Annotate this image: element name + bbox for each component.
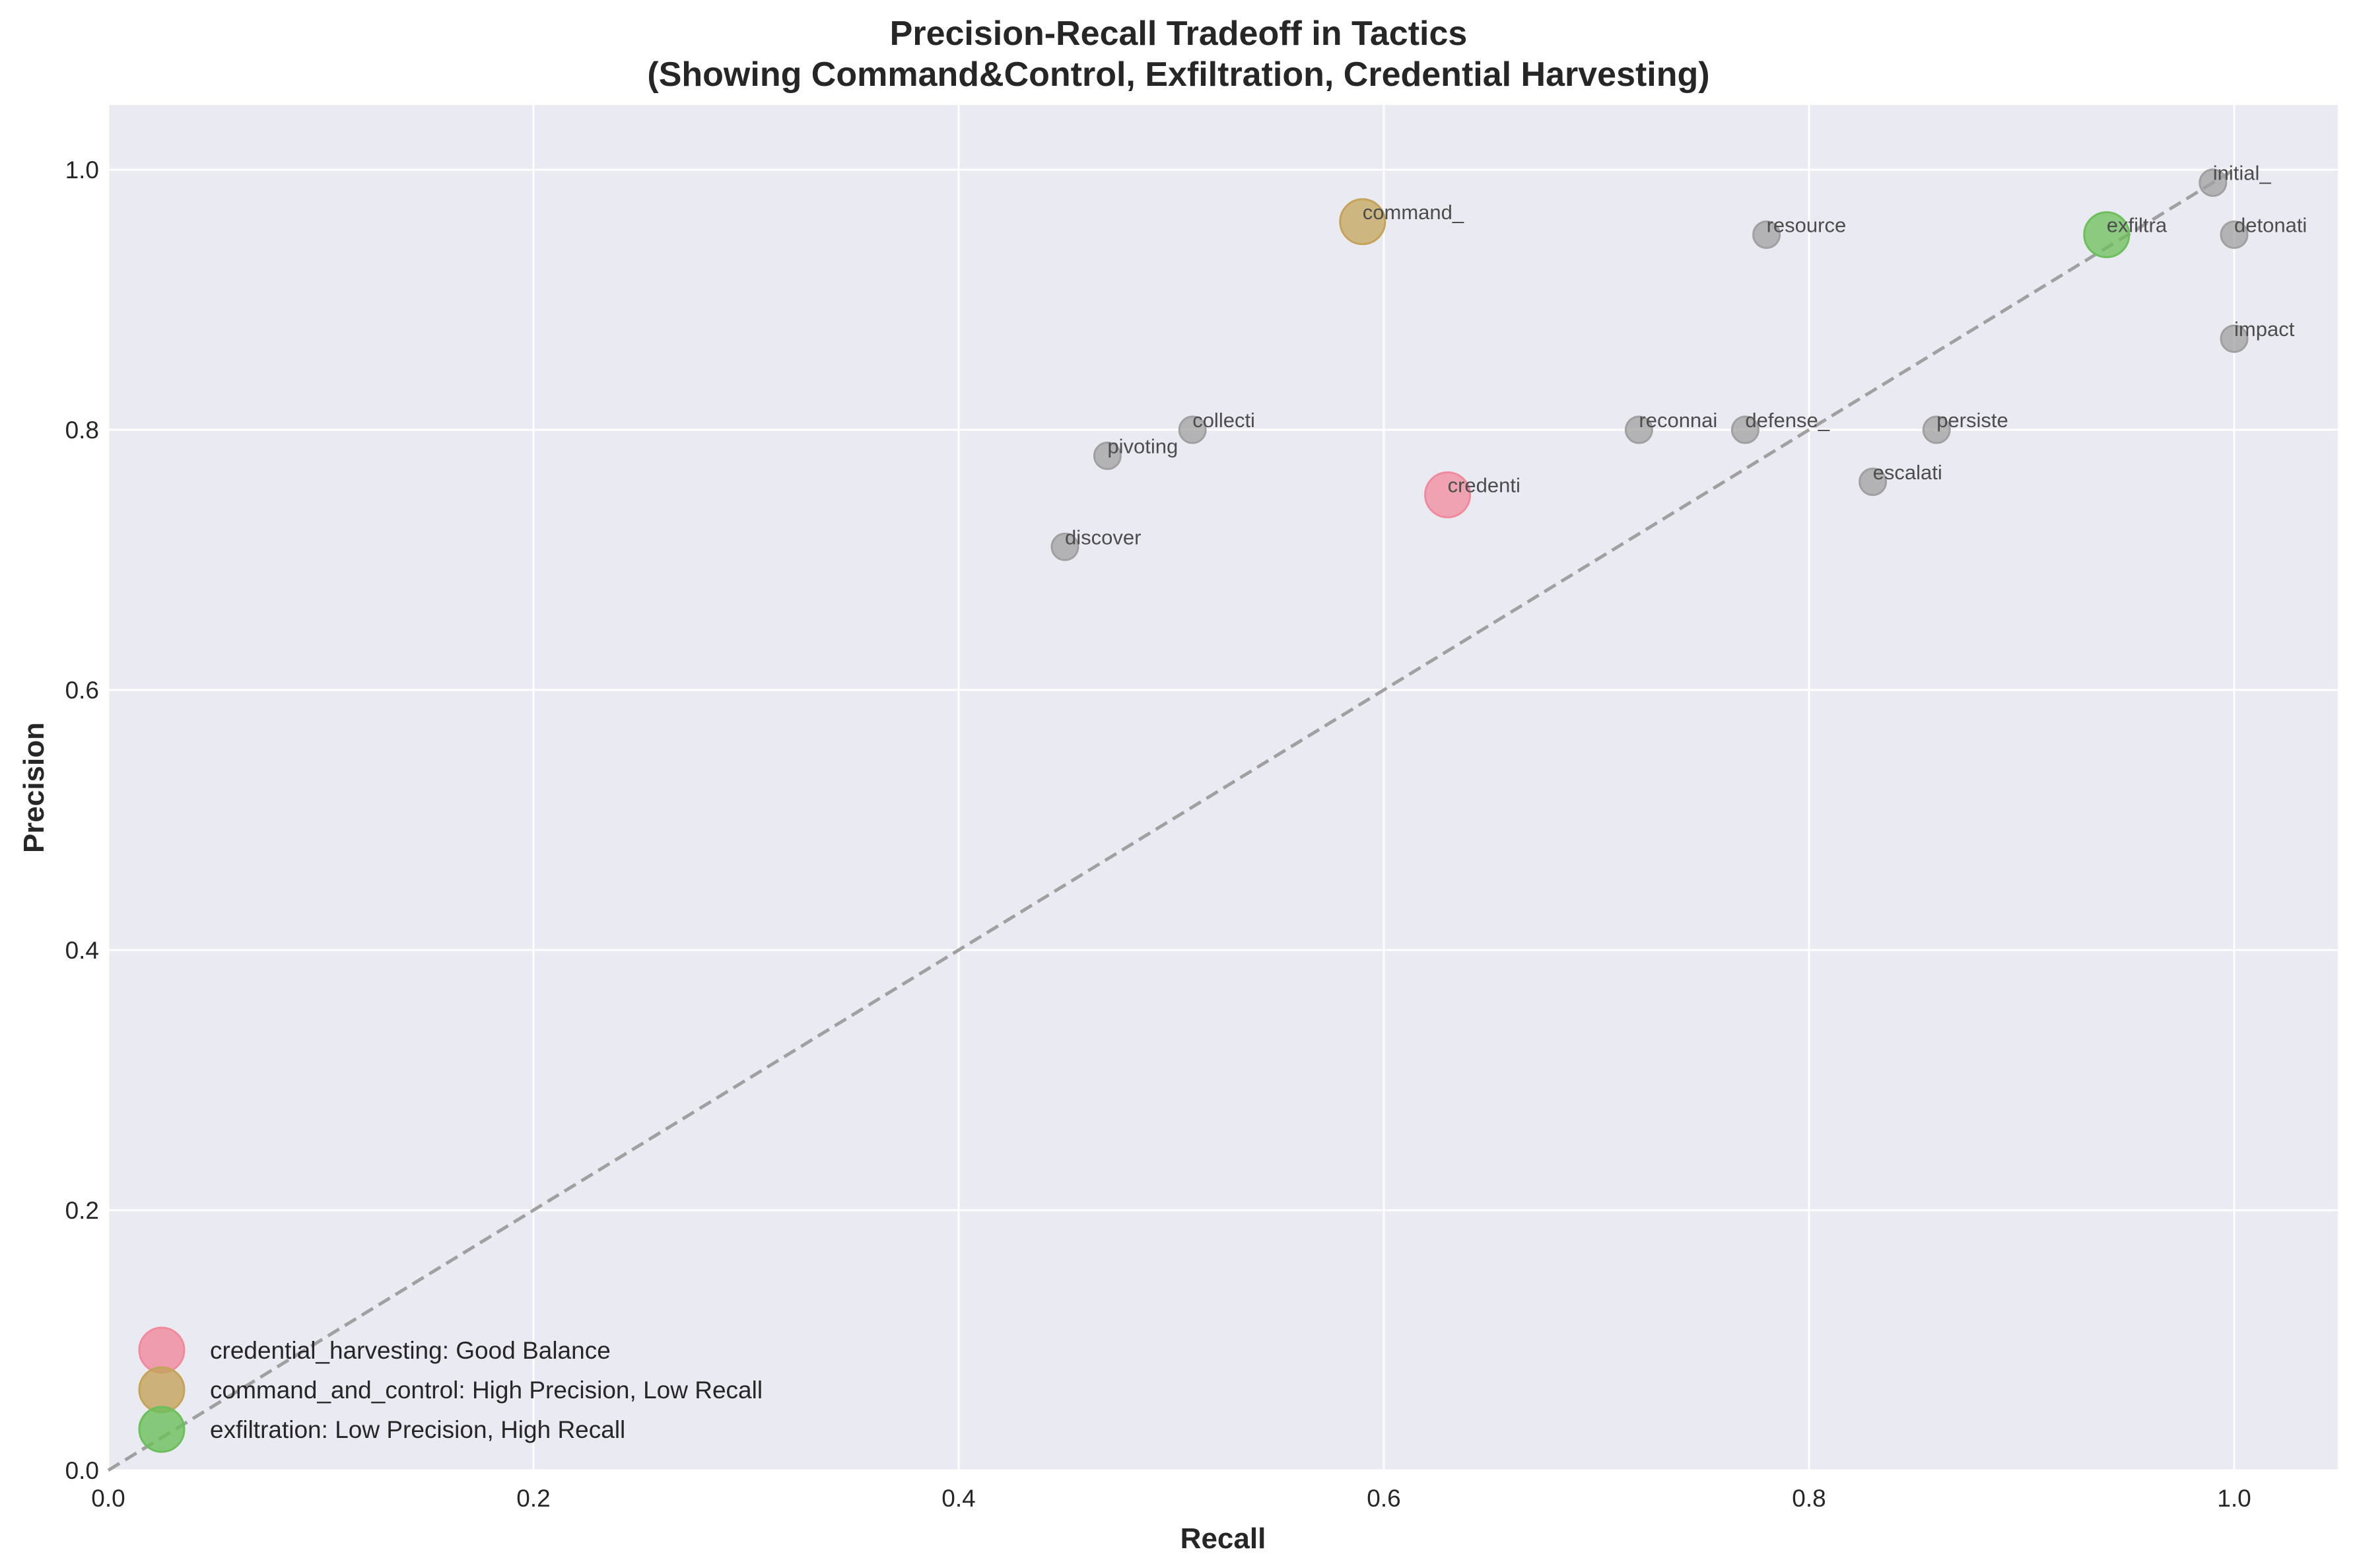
data-point: exfiltra: [2083, 211, 2168, 258]
data-point: escalati: [1859, 461, 1942, 496]
point-label: defense_: [1745, 409, 1829, 432]
x-axis-label: Recall: [1180, 1522, 1266, 1555]
point-marker: [1339, 198, 1386, 246]
data-point: collecti: [1178, 409, 1255, 444]
point-label: detonati: [2234, 214, 2307, 237]
x-tick-label: 0.6: [1367, 1485, 1400, 1512]
point-marker: [2199, 168, 2228, 197]
point-label: impact: [2234, 318, 2295, 341]
legend-item: exfiltration: Low Precision, High Recall: [138, 1406, 625, 1453]
legend-label: exfiltration: Low Precision, High Recall: [210, 1416, 625, 1443]
chart-subtitle: (Showing Command&Control, Exfiltration, …: [647, 55, 1710, 94]
grid-lines: [107, 105, 2338, 1472]
point-label: escalati: [1873, 461, 1942, 484]
y-axis-label: Precision: [18, 722, 50, 853]
plot-area: [108, 105, 2338, 1470]
x-axis-ticks: 0.0 0.2 0.4 0.6 0.8 1.0: [91, 1485, 2251, 1512]
legend-item: command_and_control: High Precision, Low…: [138, 1366, 763, 1414]
point-label: initial_: [2213, 162, 2272, 185]
point-marker: [1730, 415, 1759, 444]
point-marker: [1859, 467, 1888, 496]
data-point: defense_: [1730, 409, 1830, 444]
data-point: detonati: [2220, 214, 2307, 249]
point-label: pivoting: [1107, 434, 1178, 458]
point-marker: [2083, 211, 2131, 258]
y-tick-label: 0.4: [65, 937, 99, 964]
y-tick-label: 0.8: [65, 417, 99, 444]
x-tick-label: 0.4: [941, 1485, 975, 1512]
point-label: persiste: [1936, 409, 2008, 432]
data-point: impact: [2220, 318, 2295, 353]
y-tick-label: 0.6: [65, 677, 99, 704]
chart-title-main: Precision-Recall Tradeoff in Tactics: [889, 15, 1468, 53]
data-point: initial_: [2199, 162, 2272, 197]
y-tick-label: 0.2: [65, 1197, 99, 1224]
x-tick-label: 1.0: [2217, 1485, 2251, 1512]
point-marker: [1178, 415, 1207, 444]
point-label: collecti: [1192, 409, 1255, 432]
point-marker: [2220, 221, 2249, 249]
x-tick-label: 0.0: [91, 1485, 125, 1512]
data-point: discover: [1050, 526, 1141, 561]
point-marker: [1922, 415, 1951, 444]
point-label: exfiltra: [2107, 214, 2168, 237]
legend-label: command_and_control: High Precision, Low…: [210, 1377, 763, 1404]
x-tick-label: 0.8: [1792, 1485, 1826, 1512]
y-axis-ticks: 0.0 0.2 0.4 0.6 0.8 1.0: [65, 156, 99, 1484]
data-point: command_: [1339, 198, 1464, 246]
point-label: discover: [1065, 526, 1141, 549]
point-marker: [1624, 415, 1653, 444]
legend-marker: [138, 1326, 186, 1374]
y-tick-label: 0.0: [65, 1457, 99, 1484]
point-label: command_: [1363, 201, 1464, 224]
point-marker: [1752, 221, 1781, 249]
data-point: reconnai: [1624, 409, 1717, 444]
point-label: credenti: [1448, 474, 1520, 497]
point-marker: [1050, 532, 1079, 561]
chart-title: Precision-Recall Tradeoff in Tactics (Sh…: [0, 13, 2357, 95]
y-tick-label: 1.0: [65, 156, 99, 184]
legend-label: credential_harvesting: Good Balance: [210, 1337, 611, 1364]
data-point: credenti: [1424, 471, 1520, 518]
legend-marker: [138, 1406, 186, 1453]
legend: credential_harvesting: Good Balance comma…: [138, 1326, 763, 1453]
point-marker: [2220, 324, 2249, 353]
data-point: resource: [1752, 214, 1847, 249]
point-label: resource: [1767, 214, 1847, 237]
legend-marker: [138, 1366, 186, 1414]
data-point: pivoting: [1093, 434, 1178, 470]
legend-item: credential_harvesting: Good Balance: [138, 1326, 611, 1374]
data-points: initial_ detonati impact resource collecti pi…: [1050, 162, 2307, 561]
x-tick-label: 0.2: [516, 1485, 550, 1512]
data-point: persiste: [1922, 409, 2008, 444]
point-label: reconnai: [1639, 409, 1717, 432]
point-marker: [1424, 471, 1472, 518]
point-marker: [1093, 441, 1122, 470]
